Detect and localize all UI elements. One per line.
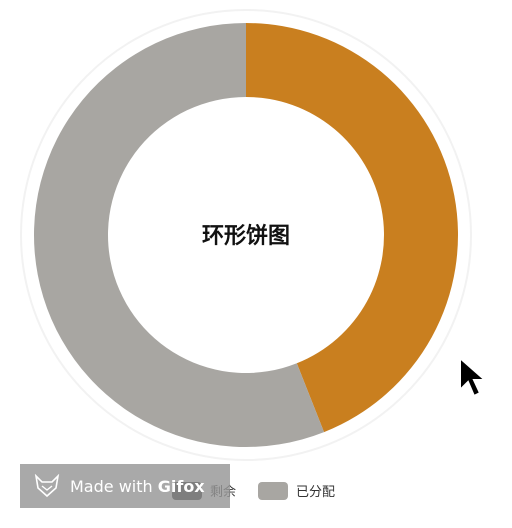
legend-item-allocated[interactable]: 已分配 bbox=[258, 481, 335, 500]
chart-title: 环形饼图 bbox=[202, 223, 290, 249]
donut-slice-1[interactable] bbox=[34, 23, 325, 447]
donut-slice-0[interactable] bbox=[246, 23, 459, 433]
chart-outer-ring bbox=[20, 9, 472, 461]
fox-logo-icon bbox=[34, 474, 60, 498]
chart-slices bbox=[34, 23, 459, 447]
watermark-text: Made with Gifox bbox=[70, 476, 205, 496]
legend-swatch-allocated bbox=[258, 481, 289, 500]
gifox-watermark: Made with Gifox bbox=[20, 464, 230, 508]
arrow-cursor-icon bbox=[459, 356, 488, 398]
legend-label-allocated: 已分配 bbox=[296, 485, 336, 500]
